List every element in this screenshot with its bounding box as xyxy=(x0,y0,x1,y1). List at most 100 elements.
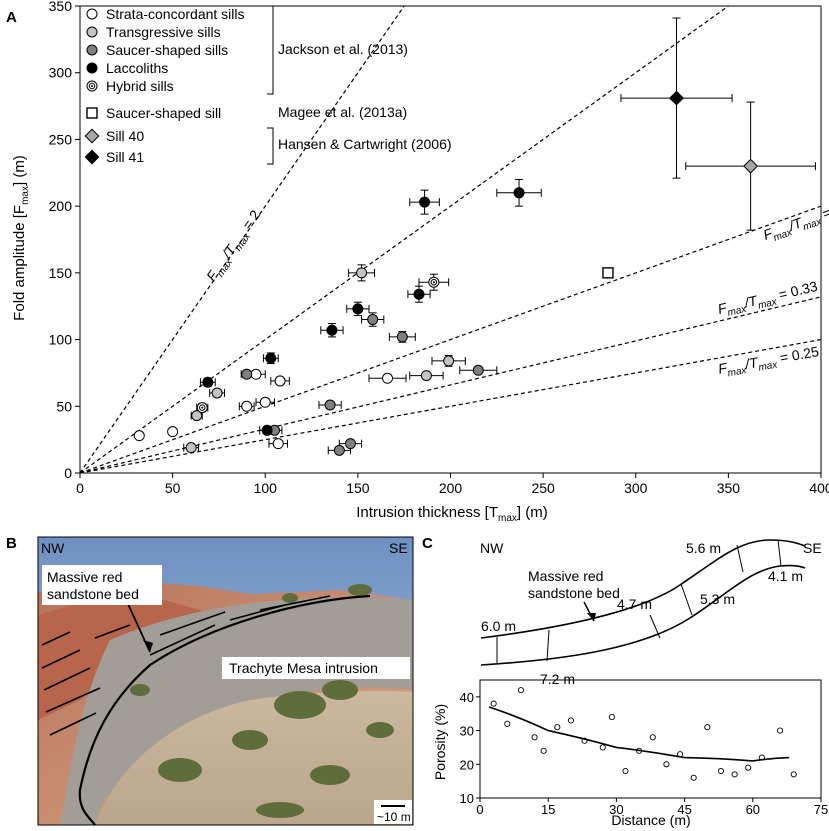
porosity-point xyxy=(599,744,606,751)
porosity-point xyxy=(540,747,547,754)
cross-section-orientation-nw: NW xyxy=(480,540,504,556)
cross-section-bed-label: Massive red sandstone bed xyxy=(528,568,620,601)
thickness-tick xyxy=(649,614,661,639)
bed-top-boundary xyxy=(480,539,806,639)
marker-circle xyxy=(382,372,394,384)
thickness-label: 5.3 m xyxy=(700,591,735,607)
panel-label-b: B xyxy=(6,535,17,552)
legend-label: Sill 40 xyxy=(106,128,144,144)
ratio-line xyxy=(80,6,729,473)
photo-bedding-trace xyxy=(41,631,71,646)
x-axis-label: Intrusion thickness [Tmax] (m) xyxy=(356,504,547,524)
porosity-point xyxy=(790,771,797,778)
marker-circle xyxy=(472,364,484,376)
porosity-plot-frame xyxy=(479,679,822,799)
photo-bed-arrowhead xyxy=(143,640,153,652)
porosity-point xyxy=(531,734,538,741)
porosity-x-tick-label: 0 xyxy=(476,802,483,817)
porosity-point xyxy=(504,720,511,727)
porosity-point xyxy=(704,724,711,731)
marker-circle xyxy=(272,438,284,450)
thickness-tick xyxy=(546,629,550,662)
porosity-x-tick-label: 75 xyxy=(814,802,828,817)
marker-circle xyxy=(326,324,338,336)
porosity-x-tick-label: 30 xyxy=(609,802,623,817)
y-tick-label: 150 xyxy=(49,265,73,281)
photo-bedding-trace xyxy=(149,624,216,656)
cross-section-bed-arrowhead xyxy=(587,613,596,621)
marker-circle xyxy=(513,187,525,199)
field-photo: Massive red sandstone bed Trachyte Mesa … xyxy=(37,536,414,826)
porosity-point xyxy=(649,734,656,741)
porosity-chart: 0 15 30 45 60 75 10 20 30 40 Distance (m) Porosi… xyxy=(432,679,828,828)
cross-section-orientation-se: SE xyxy=(803,540,822,556)
photo-shrub xyxy=(274,691,326,719)
marker-circle xyxy=(420,370,432,382)
porosity-y-ticks: 10 20 30 40 xyxy=(460,690,480,806)
photo-bedding-traces xyxy=(41,595,331,736)
marker-circle xyxy=(211,387,223,399)
marker-circle xyxy=(133,430,145,442)
thickness-label: 6.0 m xyxy=(481,618,516,634)
porosity-point xyxy=(717,767,725,775)
photo-intrusion-contact xyxy=(78,594,371,826)
marker-circle xyxy=(250,368,262,380)
photo-bedding-trace xyxy=(41,649,81,669)
marker-circle xyxy=(185,442,197,454)
y-tick-label: 200 xyxy=(49,198,73,214)
x-tick-label: 150 xyxy=(346,480,370,496)
y-tick-label: 0 xyxy=(64,465,72,481)
marker-hybrid-dot xyxy=(201,406,204,409)
plot-frame xyxy=(79,5,822,474)
y-tick-label: 50 xyxy=(56,398,72,414)
x-tick-label: 50 xyxy=(165,480,181,496)
photo-frame xyxy=(37,536,414,826)
cross-section: NW SE 6.0 m 7.2 m 4.7 m 5.3 m 5.6 m 4.1 … xyxy=(480,539,822,687)
thickness-tick xyxy=(736,544,744,573)
legend-label: Saucer-shaped sills xyxy=(106,42,228,58)
bed-base-boundary xyxy=(480,564,806,666)
legend-label: Saucer-shaped sill xyxy=(106,105,221,121)
photo-bed-label: Massive red sandstone bed xyxy=(47,569,139,602)
legend-label: Transgressive sills xyxy=(106,24,221,40)
photo-bedding-trace xyxy=(49,712,97,736)
photo-shrub xyxy=(158,758,202,782)
marker-circle xyxy=(261,424,273,436)
thickness-ticks xyxy=(496,539,782,664)
thickness-tick xyxy=(777,539,782,567)
marker-hybrid-dot xyxy=(432,281,435,284)
legend: Strata-concordant sills Transgressive sil… xyxy=(84,5,452,165)
legend-label: Sill 41 xyxy=(106,149,144,165)
marker-circle xyxy=(419,196,431,208)
photo-shrub xyxy=(366,722,394,738)
porosity-point xyxy=(608,714,615,721)
marker-circle xyxy=(241,400,253,412)
x-tick-label: 300 xyxy=(624,480,648,496)
porosity-point xyxy=(490,700,497,707)
x-tick-label: 200 xyxy=(439,480,463,496)
porosity-y-tick-label: 40 xyxy=(460,690,474,705)
y-axis-ticks: 0 50 100 150 200 250 300 350 xyxy=(49,0,80,481)
porosity-point xyxy=(567,717,574,724)
legend-label: Strata-concordant sills xyxy=(106,6,245,22)
error-bars xyxy=(183,17,816,455)
legend-bracket xyxy=(267,127,274,165)
porosity-point xyxy=(731,771,738,778)
x-tick-label: 350 xyxy=(717,480,741,496)
photo-shrub xyxy=(322,680,358,700)
scale-bar-box xyxy=(374,800,412,824)
legend-source: Jackson et al. (2013) xyxy=(278,41,408,57)
photo-intrusion xyxy=(60,597,413,825)
x-axis-ticks: 0 50 100 150 200 250 300 350 400 xyxy=(76,473,829,496)
photo-orientation-nw: NW xyxy=(41,540,65,556)
legend-label: Laccoliths xyxy=(106,60,168,76)
ratio-line-label: Fmax/Tmax = 1 xyxy=(725,0,804,6)
photo-bedding-trace xyxy=(94,624,131,639)
marker-circle xyxy=(413,288,425,300)
porosity-point xyxy=(690,774,697,781)
photo-shrub xyxy=(348,584,372,596)
marker-circle xyxy=(344,438,356,450)
photo-shrub xyxy=(130,684,150,696)
porosity-point xyxy=(554,724,561,731)
